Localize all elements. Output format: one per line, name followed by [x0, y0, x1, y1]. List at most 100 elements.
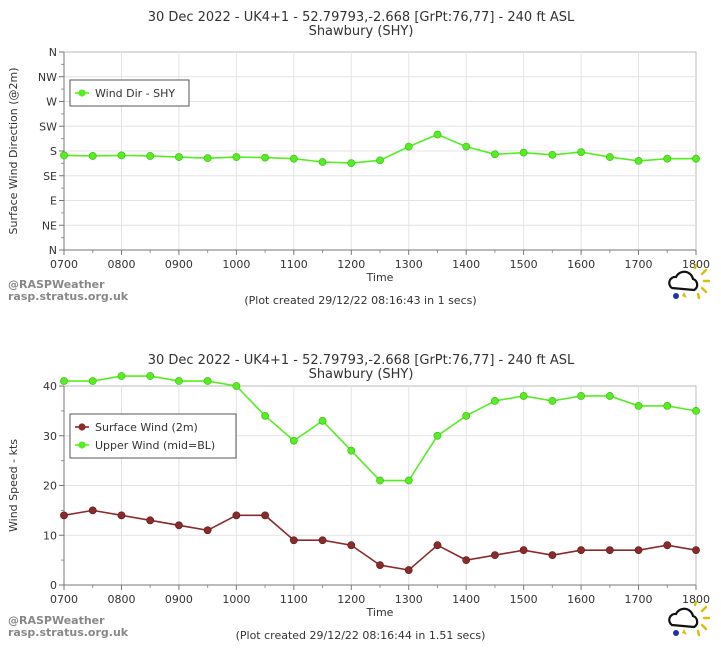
y-tick-label: N [49, 46, 57, 59]
chart-subtitle: Shawbury (SHY) [309, 24, 414, 39]
data-point [663, 154, 672, 163]
x-tick-label: 0700 [50, 258, 78, 271]
data-point [605, 153, 614, 161]
data-point [577, 546, 585, 555]
x-tick-label: 0800 [107, 593, 135, 606]
data-point [462, 411, 471, 420]
data-point [203, 154, 212, 163]
data-point [519, 392, 528, 400]
x-tick-label: 0900 [165, 258, 193, 271]
credit-line2: rasp.stratus.org.uk [8, 290, 129, 303]
x-tick-label: 1600 [567, 593, 595, 606]
data-point [376, 561, 384, 569]
data-point [88, 377, 97, 385]
x-axis-label: Time [366, 271, 394, 284]
chart-subtitle: Shawbury (SHY) [309, 367, 414, 382]
data-point [88, 506, 97, 515]
data-point [605, 392, 614, 400]
x-tick-label: 1800 [682, 593, 710, 606]
y-tick-label: SE [43, 170, 57, 183]
credit-line2: rasp.stratus.org.uk [8, 626, 129, 639]
data-point [146, 516, 155, 525]
legend-swatch-marker [78, 423, 86, 431]
data-point [318, 158, 327, 166]
data-point [318, 416, 327, 425]
data-point [60, 377, 68, 385]
data-point [634, 546, 643, 555]
data-point [548, 150, 557, 159]
data-point [491, 150, 499, 159]
x-tick-label: 1000 [222, 593, 250, 606]
x-tick-label: 1100 [280, 593, 308, 606]
data-point [117, 511, 126, 520]
x-tick-label: 0700 [50, 593, 78, 606]
y-tick-label: NE [42, 219, 57, 232]
credit: @RASPWeather rasp.stratus.org.uk [8, 279, 128, 303]
data-point [146, 152, 155, 160]
wind-speed-chart: 30 Dec 2022 - UK4+1 - 52.79793,-2.668 [G… [7, 353, 710, 619]
data-point [261, 153, 269, 162]
data-point [289, 436, 298, 445]
x-tick-label: 1300 [395, 258, 423, 271]
data-point [232, 382, 241, 390]
data-point [462, 556, 471, 565]
y-axis-label: Wind Speed - kts [7, 439, 20, 532]
data-point [376, 476, 384, 485]
data-point [203, 526, 212, 535]
data-point [634, 156, 643, 165]
data-point [88, 152, 97, 160]
x-tick-label: 1500 [510, 258, 538, 271]
y-tick-label: N [49, 244, 57, 257]
legend-label: Surface Wind (2m) [95, 421, 198, 434]
data-point [634, 402, 643, 410]
legend-swatch-marker [78, 89, 86, 97]
data-point [692, 154, 700, 163]
data-point [261, 511, 269, 520]
data-point [117, 372, 126, 380]
data-point [577, 148, 585, 156]
data-point [376, 156, 384, 165]
data-point [289, 536, 298, 545]
y-tick-label: W [46, 96, 57, 109]
data-point [261, 411, 269, 420]
x-tick-label: 1300 [395, 593, 423, 606]
y-tick-label: SW [39, 120, 57, 133]
legend-label: Wind Dir - SHY [95, 87, 175, 100]
data-point [347, 446, 356, 455]
data-point [404, 142, 413, 151]
data-point [175, 153, 183, 161]
data-point [577, 392, 585, 400]
y-tick-label: S [50, 145, 57, 158]
data-point [548, 397, 557, 405]
y-axis-label: Surface Wind Direction (@2m) [7, 67, 20, 234]
data-point [347, 159, 356, 167]
rasp-logo-icon [668, 601, 710, 637]
data-point [404, 476, 413, 485]
data-point [433, 541, 442, 550]
data-point [203, 377, 212, 385]
data-point [175, 377, 183, 385]
data-point [289, 154, 298, 163]
wind-direction-chart-panel: 30 Dec 2022 - UK4+1 - 52.79793,-2.668 [G… [0, 0, 721, 325]
y-tick-label: 40 [43, 380, 57, 393]
x-tick-label: 1700 [625, 593, 653, 606]
data-point [433, 130, 442, 139]
data-point [491, 551, 499, 560]
data-point [462, 142, 471, 151]
wind-speed-chart-panel: 30 Dec 2022 - UK4+1 - 52.79793,-2.668 [G… [0, 343, 721, 668]
x-tick-label: 0800 [107, 258, 135, 271]
data-point [663, 402, 672, 410]
x-tick-label: 1100 [280, 258, 308, 271]
y-tick-label: 0 [50, 579, 57, 592]
data-point [232, 153, 241, 161]
credit-line1: @RASPWeather [8, 614, 105, 627]
data-point [519, 546, 528, 555]
data-point [663, 541, 672, 550]
data-point [433, 431, 442, 440]
data-point [692, 406, 700, 415]
data-point [519, 148, 528, 157]
data-point [175, 521, 183, 530]
x-tick-label: 1500 [510, 593, 538, 606]
y-tick-label: E [50, 195, 57, 208]
data-point [347, 541, 356, 550]
